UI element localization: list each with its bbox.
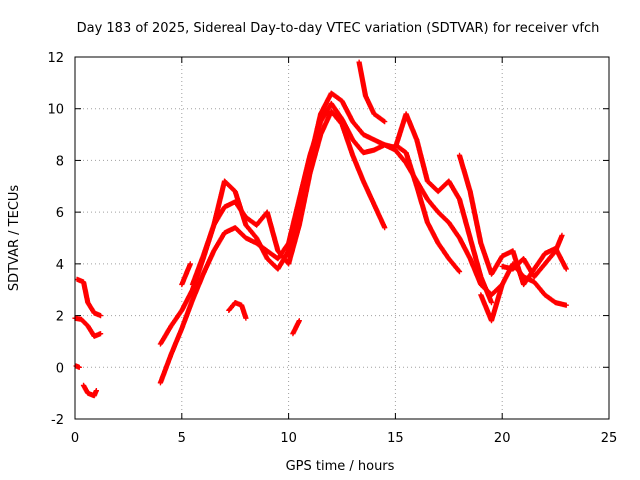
series-track-h — [179, 261, 193, 288]
series-track-j — [290, 318, 302, 337]
y-tick-label: 2 — [56, 310, 64, 325]
series-track-k — [356, 59, 388, 125]
y-tick-label: 12 — [47, 51, 64, 66]
series-track-l — [392, 142, 463, 275]
y-tick-label: 10 — [47, 103, 64, 118]
x-tick-label: 0 — [71, 431, 79, 446]
x-tick-label: 5 — [178, 431, 186, 446]
y-tick-label: -2 — [51, 413, 64, 428]
y-tick-label: 6 — [56, 206, 64, 221]
series-track-a — [72, 315, 104, 339]
data-points — [72, 59, 569, 399]
y-axis-label: SDTVAR / TECUs — [7, 185, 22, 292]
y-tick-label: 8 — [56, 154, 64, 169]
chart-title: Day 183 of 2025, Sidereal Day-to-day VTE… — [77, 21, 600, 36]
series-track-d — [80, 382, 99, 399]
x-tick-label: 25 — [601, 431, 618, 446]
grid-layer — [75, 57, 609, 419]
plot-frame — [74, 56, 610, 420]
series-track-o — [499, 232, 565, 280]
x-tick-label: 10 — [280, 431, 297, 446]
y-tick-label: 0 — [56, 361, 64, 376]
series-track-i — [226, 300, 249, 321]
series-track-g — [189, 108, 388, 288]
x-tick-label: 20 — [494, 431, 511, 446]
y-tick-label: 4 — [56, 258, 64, 273]
series-track-n — [478, 261, 569, 324]
x-axis-label: GPS time / hours — [286, 459, 395, 474]
series-track-b — [74, 276, 104, 319]
x-tick-label: 15 — [387, 431, 404, 446]
series-track-c — [73, 363, 82, 370]
